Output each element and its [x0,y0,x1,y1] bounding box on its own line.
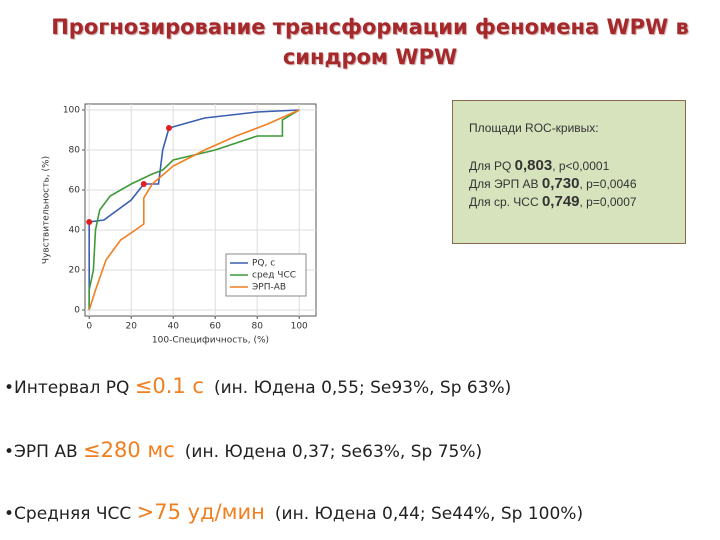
box-text: , p=0,0046 [579,177,637,191]
cutoff-marker [166,125,172,131]
y-tick-label: 60 [69,186,81,196]
y-tick-label: 40 [69,226,81,236]
bullet: •Интервал PQ ≤0.1 с (ин. Юдена 0,55; Se93… [4,374,511,398]
bullet-text: •ЭРП АВ [4,442,84,462]
y-tick-label: 80 [69,146,81,156]
bullet-text: (ин. Юдена 0,55; Se93%, Sp 63%) [213,378,512,398]
box-heading: Площади ROC-кривых: [469,121,599,135]
threshold: ≤0.1 с [134,374,204,398]
auc-value: 0,749 [541,193,580,210]
x-tick-label: 100 [291,322,308,332]
cutoff-marker [140,181,147,187]
box-line: Для PQ 0,803, p<0,0001 [469,157,685,175]
x-tick-label: 20 [125,322,137,332]
bullet-text: (ин. Юдена 0,37; Se63%, Sp 75%) [184,442,483,462]
x-tick-label: 80 [251,322,263,332]
x-tick-label: 40 [167,322,179,332]
box-lines: Для PQ 0,803, p<0,0001 Для ЭРП АВ 0,730, … [469,157,685,211]
roc-line [88,109,300,310]
box-line: Для ср. ЧСС 0,749, p=0,0007 [469,193,685,211]
box-text: Для PQ [469,159,515,173]
bullet-text: •Средняя ЧСС [4,504,137,524]
x-tick-label: 0 [86,322,92,332]
bullet: •Средняя ЧСС >75 уд/мин (ин. Юдена 0,44; … [4,500,583,524]
y-tick-label: 20 [69,266,81,276]
legend-label: ЭРП-АВ [252,283,286,293]
title-line: Прогнозирование трансформации феномена W… [51,15,689,39]
roc-line [88,109,300,311]
box-text: Для ср. ЧСС [469,195,542,209]
box-line: Для ЭРП АВ 0,730, p=0,0046 [469,175,685,193]
x-tick-label: 60 [209,322,221,332]
y-tick-label: 100 [63,106,80,116]
box-text: Для ЭРП АВ [469,177,542,191]
threshold: ≤280 мс [83,438,175,462]
box-text: , p=0,0007 [579,195,637,209]
x-axis-label: 100-Специфичность, (%) [152,336,269,346]
bullet-text: (ин. Юдена 0,44; Se44%, Sp 100%) [274,504,584,524]
threshold: >75 уд/мин [136,500,265,524]
y-axis-label: Чувствительность, (%) [42,156,52,264]
legend-label: PQ, c [252,259,275,269]
slide-title: Прогнозирование трансформации феномена W… [40,12,700,72]
box-text: , p<0,0001 [552,159,610,173]
title-line: синдром WPW [282,45,458,69]
bullet: •ЭРП АВ ≤280 мс (ин. Юдена 0,37; Se63%, S… [4,438,482,462]
roc-line [88,109,300,310]
cutoff-marker [86,219,93,225]
auc-value: 0,803 [514,157,553,174]
roc-box: Площади ROC-кривых: Для PQ 0,803, p<0,00… [452,100,686,244]
y-tick-label: 0 [74,306,80,316]
bullet-text: •Интервал PQ [4,378,135,398]
legend-label: сред ЧСС [252,271,296,281]
auc-value: 0,730 [541,175,580,192]
